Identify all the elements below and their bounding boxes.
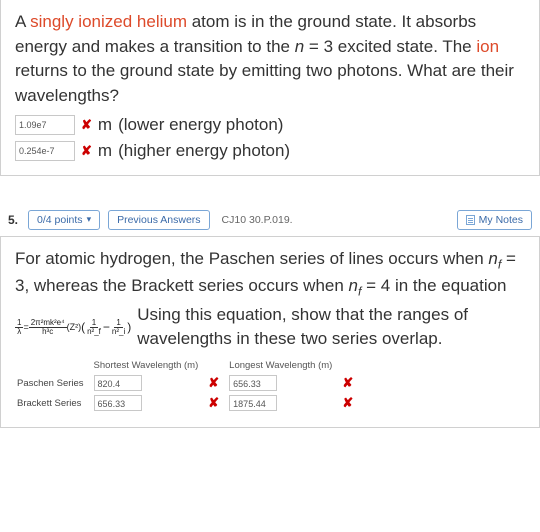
row-label-paschen: Paschen Series bbox=[15, 373, 92, 393]
f-t1d: n²_f bbox=[85, 328, 103, 336]
q2-header: 5. 0/4 points ▾ Previous Answers CJ10 30… bbox=[0, 204, 540, 236]
q1-t1: A bbox=[15, 12, 30, 31]
q2-p4: Using this equation, show that the range… bbox=[137, 303, 525, 352]
q1-highlight-2: ion bbox=[476, 37, 499, 56]
wavelength-table: Shortest Wavelength (m) Longest Waveleng… bbox=[15, 358, 525, 413]
notes-icon bbox=[466, 215, 475, 225]
q2-text-1: For atomic hydrogen, the Paschen series … bbox=[15, 247, 525, 301]
my-notes-button[interactable]: My Notes bbox=[457, 210, 532, 230]
q1-t4: returns to the ground state by emitting … bbox=[15, 61, 514, 105]
question-1-card: A singly ionized helium atom is in the g… bbox=[0, 0, 540, 176]
wrong-icon: ✘ bbox=[81, 143, 92, 159]
paschen-short-input[interactable]: 820.4 bbox=[94, 375, 142, 391]
q1-highlight-1: singly ionized helium bbox=[30, 12, 187, 31]
q1-text: A singly ionized helium atom is in the g… bbox=[15, 10, 525, 109]
rydberg-formula: 1λ = 2π²mk²e⁴h³c (Z²) ( 1n²_f − 1n²_i ) bbox=[15, 314, 131, 340]
points-pill[interactable]: 0/4 points ▾ bbox=[28, 210, 100, 230]
col-shortest: Shortest Wavelength (m) bbox=[92, 358, 207, 373]
table-row: Brackett Series 656.33 ✘ 1875.44 ✘ bbox=[15, 393, 361, 413]
wrong-icon: ✘ bbox=[81, 117, 92, 133]
q1-higher-unit: m bbox=[98, 141, 112, 161]
q1-nvar: n bbox=[295, 37, 304, 56]
q1-higher-input[interactable] bbox=[15, 141, 75, 161]
wrong-icon: ✘ bbox=[342, 375, 353, 390]
q2-p3: = 4 in the equation bbox=[361, 276, 506, 295]
question-2-card: For atomic hydrogen, the Paschen series … bbox=[0, 236, 540, 429]
q1-higher-label: (higher energy photon) bbox=[118, 141, 290, 161]
wrong-icon: ✘ bbox=[208, 395, 219, 410]
f-rhs-den: h³c bbox=[40, 328, 55, 336]
brackett-long-input[interactable]: 1875.44 bbox=[229, 395, 277, 411]
q1-lower-label: (lower energy photon) bbox=[118, 115, 283, 135]
points-text: 0/4 points bbox=[37, 214, 83, 226]
col-longest: Longest Wavelength (m) bbox=[227, 358, 340, 373]
q2-id: CJ10 30.P.019. bbox=[222, 214, 293, 226]
table-header-row: Shortest Wavelength (m) Longest Waveleng… bbox=[15, 358, 361, 373]
f-z: (Z²) bbox=[67, 321, 82, 334]
previous-answers-button[interactable]: Previous Answers bbox=[108, 210, 209, 230]
wrong-icon: ✘ bbox=[208, 375, 219, 390]
f-t2d: n²_i bbox=[110, 328, 127, 336]
q2-formula-row: 1λ = 2π²mk²e⁴h³c (Z²) ( 1n²_f − 1n²_i ) … bbox=[15, 303, 525, 352]
q1-lower-row: ✘ m (lower energy photon) bbox=[15, 115, 525, 135]
f-minus: − bbox=[103, 319, 110, 336]
q2-nf2: n bbox=[349, 276, 358, 295]
paschen-long-input[interactable]: 656.33 bbox=[229, 375, 277, 391]
brackett-short-input[interactable]: 656.33 bbox=[94, 395, 142, 411]
q1-lower-unit: m bbox=[98, 115, 112, 135]
q1-lower-input[interactable] bbox=[15, 115, 75, 135]
q1-higher-row: ✘ m (higher energy photon) bbox=[15, 141, 525, 161]
my-notes-label: My Notes bbox=[479, 214, 523, 226]
table-row: Paschen Series 820.4 ✘ 656.33 ✘ bbox=[15, 373, 361, 393]
chevron-down-icon: ▾ bbox=[87, 214, 92, 225]
q2-p1: For atomic hydrogen, the Paschen series … bbox=[15, 249, 488, 268]
f-lhs-den: λ bbox=[15, 328, 23, 336]
q1-t3: = 3 excited state. The bbox=[304, 37, 476, 56]
row-label-brackett: Brackett Series bbox=[15, 393, 92, 413]
q2-nf1: n bbox=[488, 249, 497, 268]
q2-number: 5. bbox=[8, 213, 18, 227]
wrong-icon: ✘ bbox=[342, 395, 353, 410]
f-pr: ) bbox=[127, 319, 131, 336]
